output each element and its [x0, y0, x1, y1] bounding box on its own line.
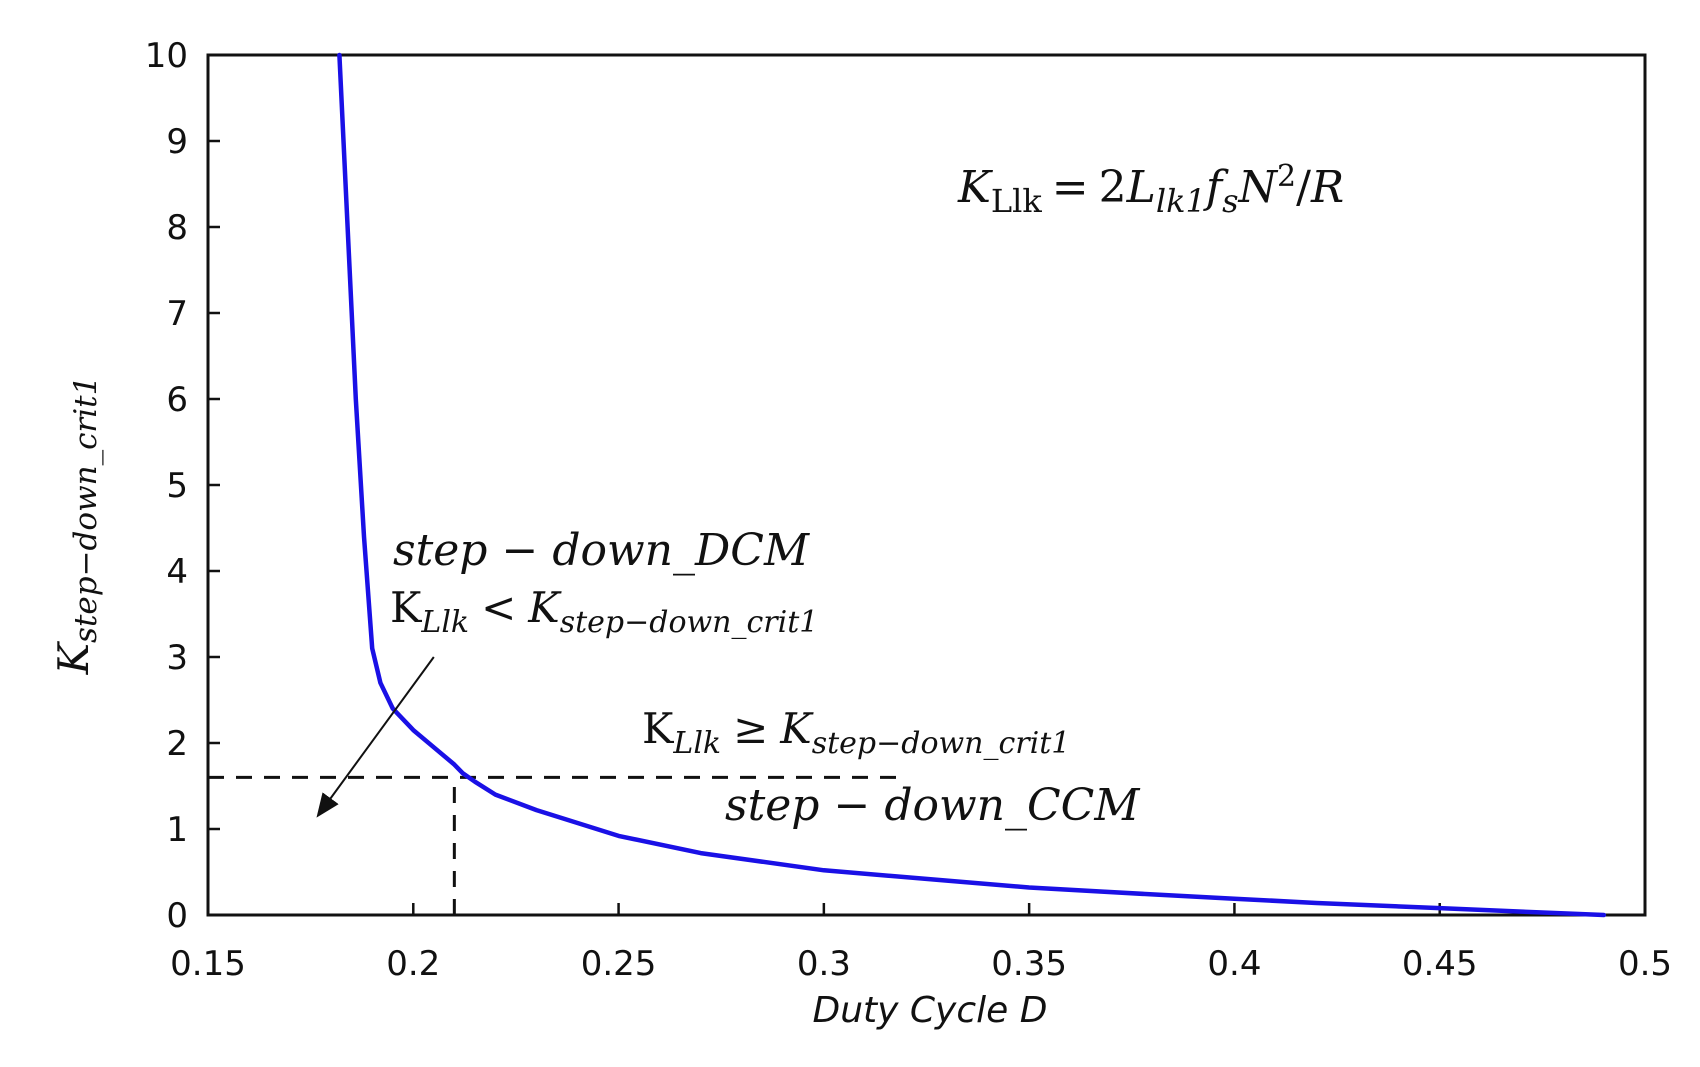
x-tick-label: 0.25: [581, 944, 657, 984]
x-tick-label: 0.2: [386, 944, 440, 984]
x-tick-label: 0.4: [1207, 944, 1261, 984]
y-axis-label: Kstep−down_crit1: [49, 376, 104, 676]
y-tick-label: 10: [145, 36, 188, 76]
y-tick-label: 9: [166, 122, 188, 162]
y-tick-label: 1: [166, 810, 188, 850]
y-tick-label: 0: [166, 896, 188, 936]
x-axis-ticks: 0.15 0.2 0.25 0.3 0.35 0.4 0.45 0.5: [170, 903, 1672, 984]
x-axis-label: Duty Cycle D: [813, 990, 1048, 1031]
series-line: [337, 52, 1607, 918]
annotation-arrow: [316, 656, 435, 818]
y-tick-label: 5: [166, 466, 188, 506]
y-axis-ticks: 0 1 2 3 4 5 6 7 8 9 10: [145, 36, 220, 936]
y-tick-label: 3: [166, 638, 188, 678]
x-tick-label: 0.5: [1618, 944, 1672, 984]
y-axis-label-sub: step−down_crit1: [68, 376, 104, 643]
y-tick-label: 7: [166, 294, 188, 334]
y-tick-label: 4: [166, 552, 188, 592]
ccm-region-title: step − down_CCM: [725, 780, 1140, 831]
y-tick-label: 8: [166, 208, 188, 248]
y-tick-label: 6: [166, 380, 188, 420]
dcm-region-condition: KLlk < Kstep−down_crit1: [390, 583, 818, 640]
x-tick-label: 0.35: [991, 944, 1067, 984]
x-tick-label: 0.3: [797, 944, 851, 984]
ccm-region-condition: KLlk ≥ Kstep−down_crit1: [642, 704, 1070, 761]
x-tick-label: 0.45: [1402, 944, 1478, 984]
y-axis-label-base: K: [49, 640, 98, 675]
formula-annotation: KLlk = 2Llk1fsN2/R: [957, 159, 1344, 220]
y-tick-label: 2: [166, 724, 188, 764]
x-tick-label: 0.15: [170, 944, 246, 984]
dcm-region-title: step − down_DCM: [393, 525, 810, 576]
